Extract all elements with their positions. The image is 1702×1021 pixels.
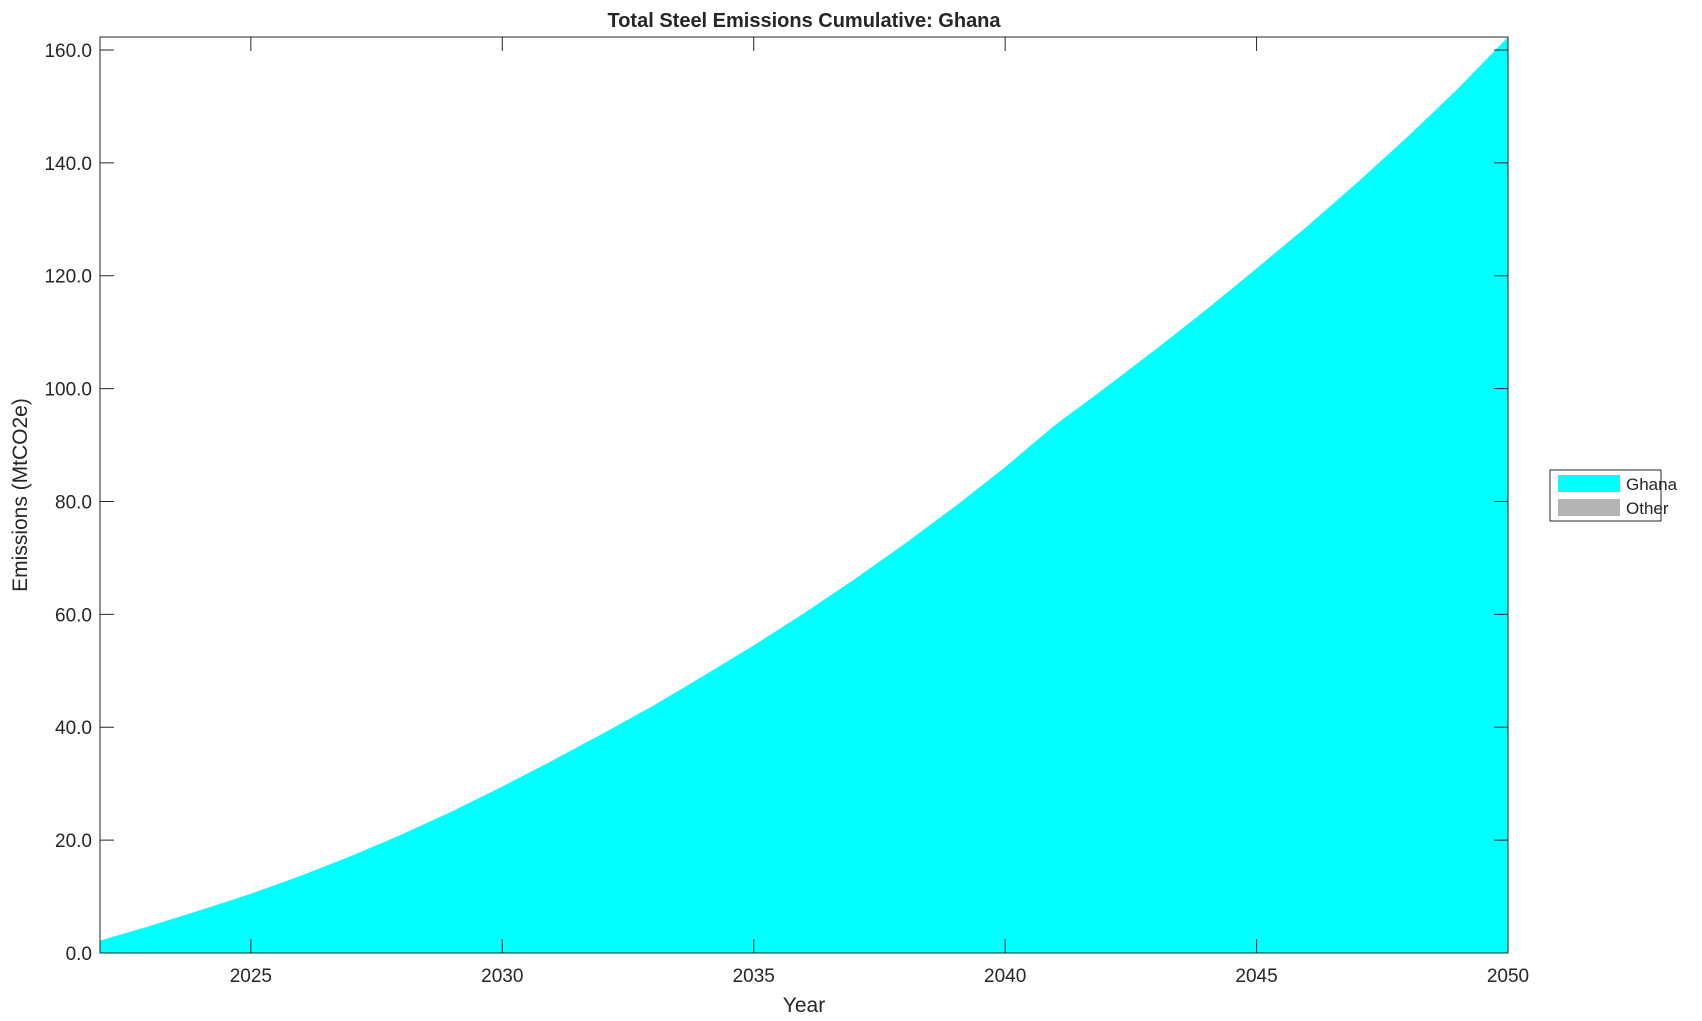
legend: Ghana Other <box>1549 469 1678 522</box>
y-tick-label: 40.0 <box>55 718 92 739</box>
x-tick-label: 2050 <box>1487 966 1529 987</box>
legend-swatch-ghana <box>1558 475 1620 492</box>
legend-swatch-other <box>1558 499 1620 516</box>
y-tick-label: 100.0 <box>44 380 92 401</box>
legend-label-other: Other <box>1626 499 1669 518</box>
axis-ticks: 2025 2030 2035 2040 2045 2050 0.0 20.0 40.0 60.0 8… <box>44 37 1529 987</box>
y-tick-label: 20.0 <box>55 831 92 852</box>
y-tick-label: 120.0 <box>44 267 92 288</box>
legend-label-ghana: Ghana <box>1626 475 1678 494</box>
chart-title: Total Steel Emissions Cumulative: Ghana <box>607 10 1001 32</box>
x-axis-label: Year <box>783 994 825 1017</box>
plot-area <box>100 37 1508 953</box>
x-tick-label: 2025 <box>230 966 272 987</box>
y-tick-label: 160.0 <box>44 41 92 62</box>
axes-box <box>99 36 1509 954</box>
y-tick-label: 0.0 <box>66 944 92 965</box>
x-tick-label: 2040 <box>984 966 1026 987</box>
x-tick-label: 2045 <box>1235 966 1277 987</box>
y-tick-label: 140.0 <box>44 154 92 175</box>
y-tick-label: 60.0 <box>55 605 92 626</box>
x-tick-label: 2035 <box>733 966 775 987</box>
area-ghana <box>100 37 1508 953</box>
y-axis-label: Emissions (MtCO2e) <box>9 398 32 592</box>
x-tick-label: 2030 <box>481 966 523 987</box>
y-tick-label: 80.0 <box>55 492 92 513</box>
